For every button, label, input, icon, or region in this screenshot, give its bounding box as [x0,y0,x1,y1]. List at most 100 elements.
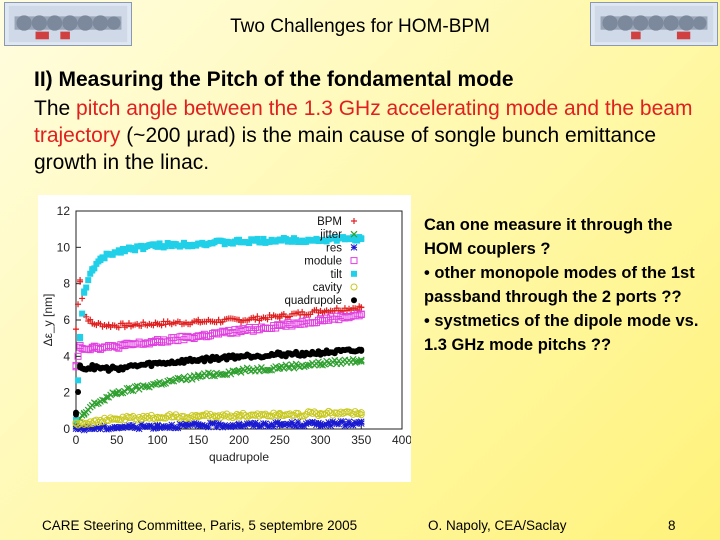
cavity-thumbnail-left [4,2,132,46]
point-jitter [152,380,159,388]
point-res [162,423,170,431]
point-cavity [227,412,235,420]
point-module [135,338,143,346]
point-res [290,421,298,429]
point-cavity [160,414,168,422]
point-res [205,423,212,431]
x-tick-label: 350 [351,433,371,447]
point-cavity [239,409,247,417]
point-jitter [209,372,216,380]
point-cavity [323,409,331,417]
series-BPM [73,277,365,333]
point-res [90,425,98,433]
series-module [72,310,365,371]
point-jitter [139,382,147,390]
point-tilt [258,239,265,246]
point-BPM [79,295,86,302]
point-cavity [298,412,306,420]
point-jitter [160,380,168,388]
legend-marker-quadrupole [351,297,357,304]
point-res [109,424,117,432]
point-tilt [331,234,338,241]
legend-label: tilt [331,269,343,281]
x-tick-label: 150 [188,433,208,447]
point-tilt [132,247,139,254]
point-BPM [162,321,169,328]
point-tilt [81,288,88,295]
point-jitter [335,357,343,365]
point-module [353,310,361,318]
point-BPM [77,278,84,285]
point-res [353,420,361,427]
point-res [270,423,277,430]
data-series [72,234,365,434]
point-module [310,319,318,327]
point-jitter [188,375,196,383]
point-BPM [339,308,346,315]
point-BPM [254,313,261,320]
point-module [247,326,255,334]
point-res [221,422,229,429]
point-jitter [123,384,131,392]
page-number: 8 [668,518,676,533]
point-cavity [335,410,343,418]
legend-marker-cavity [350,283,358,291]
point-tilt [354,237,361,244]
point-cavity [264,412,272,420]
emittance-plot-svg: 0 50 100 150 200 250 300 350 400 0 2 4 6 8 10 12 BPMjit… [41,204,411,464]
point-res [292,422,300,430]
legend-marker-module [350,257,358,265]
point-jitter [321,360,328,368]
point-jitter [202,372,210,380]
point-jitter [290,364,298,372]
point-res [115,424,123,432]
point-res [325,419,333,426]
point-jitter [143,383,151,391]
point-jitter [231,368,239,376]
footer-author: O. Napoly, CEA/Saclay [428,518,567,533]
point-res [276,421,284,429]
point-tilt [117,249,124,256]
point-res [308,418,316,426]
y-axis-label: Δε_y [nm] [41,294,55,347]
y-tick-label: 6 [63,313,70,327]
point-tilt [87,270,94,277]
point-module [251,324,259,332]
point-res [188,421,196,428]
point-jitter [166,376,174,384]
point-BPM [125,320,132,327]
point-tilt [101,255,108,262]
point-tilt [288,238,295,245]
point-jitter [174,374,182,382]
point-jitter [192,374,200,382]
point-jitter [92,400,100,408]
point-jitter [221,371,229,378]
point-jitter [351,358,359,366]
point-res [174,424,182,432]
legend-marker-jitter [350,230,358,238]
point-tilt [75,377,82,384]
point-jitter [357,358,365,365]
body-highlight-trajectory: and the beam trajectory [34,97,693,147]
cavity-image-left [8,5,128,43]
point-BPM [115,324,122,331]
point-BPM [83,313,90,320]
point-res [97,425,104,433]
point-res [196,422,204,430]
point-res [101,422,108,430]
point-res [351,419,359,426]
point-module [286,321,294,329]
point-module [164,338,172,346]
point-cavity [255,412,263,420]
legend-marker-res [350,244,358,251]
point-BPM [358,304,365,311]
point-module [357,310,365,318]
y-tick-label: 2 [63,386,70,400]
point-res [170,424,178,431]
point-BPM [276,315,283,322]
point-BPM [119,320,126,327]
point-res [154,421,161,429]
point-jitter [300,363,308,371]
point-jitter [349,355,357,363]
